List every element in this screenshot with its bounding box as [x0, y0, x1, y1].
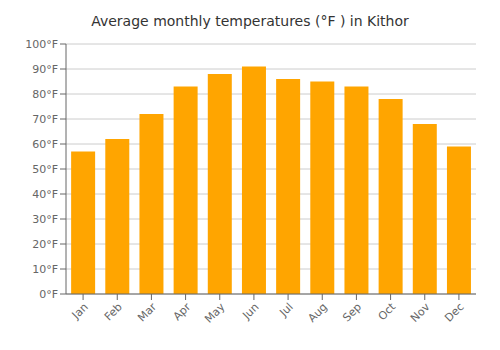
svg-text:Apr: Apr — [171, 300, 194, 323]
svg-text:60°F: 60°F — [32, 138, 58, 151]
svg-text:Jan: Jan — [69, 300, 91, 322]
svg-text:Dec: Dec — [442, 300, 466, 324]
svg-text:0°F: 0°F — [39, 288, 58, 301]
svg-text:80°F: 80°F — [32, 88, 58, 101]
svg-text:70°F: 70°F — [32, 113, 58, 126]
svg-text:40°F: 40°F — [32, 188, 58, 201]
svg-text:100°F: 100°F — [25, 38, 58, 51]
svg-text:Jul: Jul — [276, 300, 295, 319]
svg-text:Jun: Jun — [240, 300, 262, 322]
svg-text:90°F: 90°F — [32, 63, 58, 76]
svg-text:Sep: Sep — [340, 300, 364, 324]
svg-text:10°F: 10°F — [32, 263, 58, 276]
svg-text:Oct: Oct — [376, 300, 399, 323]
svg-text:Nov: Nov — [408, 300, 433, 325]
svg-text:50°F: 50°F — [32, 163, 58, 176]
svg-text:30°F: 30°F — [32, 213, 58, 226]
svg-text:May: May — [202, 300, 228, 326]
svg-text:Feb: Feb — [102, 300, 125, 323]
svg-text:Aug: Aug — [306, 300, 330, 324]
html-text:Average monthly temperatures (: Average monthly temperatures (°F ) in Ki… — [91, 13, 409, 29]
svg-text:Mar: Mar — [135, 300, 159, 324]
svg-text:20°F: 20°F — [32, 238, 58, 251]
